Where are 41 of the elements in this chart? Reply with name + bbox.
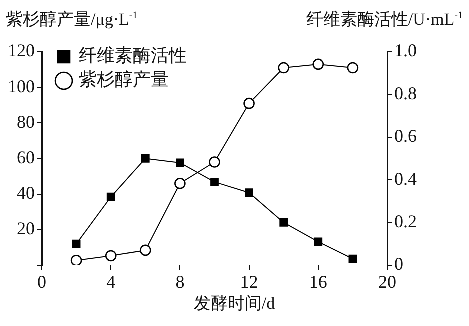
point [176,158,184,168]
point [105,250,117,262]
point [245,188,254,198]
x-tick-label: 12 [240,272,258,292]
y-axis-title: 紫杉醇产量/μg·L$^{-1}$ [6,9,138,31]
x-tick-label: 8 [176,272,185,292]
y-tick-label: 100 [8,76,35,96]
y2-tick-label: 0 [394,254,404,274]
point [312,58,324,70]
y2-tick-label: 0.8 [394,83,417,104]
point [210,178,219,186]
point [72,240,81,248]
point [347,62,359,74]
point [280,218,288,227]
point [140,244,152,256]
point [278,62,290,74]
point [141,154,150,163]
x-tick-label: 20 [378,272,396,292]
y-tick-label: 80 [17,112,35,132]
y-tick-label: 120 [8,40,35,61]
y2-tick-label: 1.0 [394,40,417,61]
point [70,254,82,266]
y2-axis-title: 纤维素酶活性/U·mL$^{-1}$ [306,9,463,31]
point [174,178,186,190]
legend-label: 纤维素酶活性 [79,46,187,66]
x-tick-label: 0 [38,272,46,292]
y-tick-label: 40 [17,183,35,203]
point [209,156,220,168]
point [314,238,323,246]
y2-tick-label: 0.4 [394,168,417,189]
x-tick-label: 4 [106,272,116,292]
y2-tick-label: 0.6 [394,126,417,146]
x-axis-title: 发酵时间/d [192,293,276,315]
x-tick-label: 16 [309,272,328,292]
y-tick-label: 60 [17,147,35,168]
point [348,254,358,264]
legend-label: 紫杉醇产量 [79,70,169,90]
y-tick-label: 20 [17,218,35,239]
point [106,192,116,202]
point [244,98,255,110]
y2-tick-label: 0.2 [394,211,417,232]
